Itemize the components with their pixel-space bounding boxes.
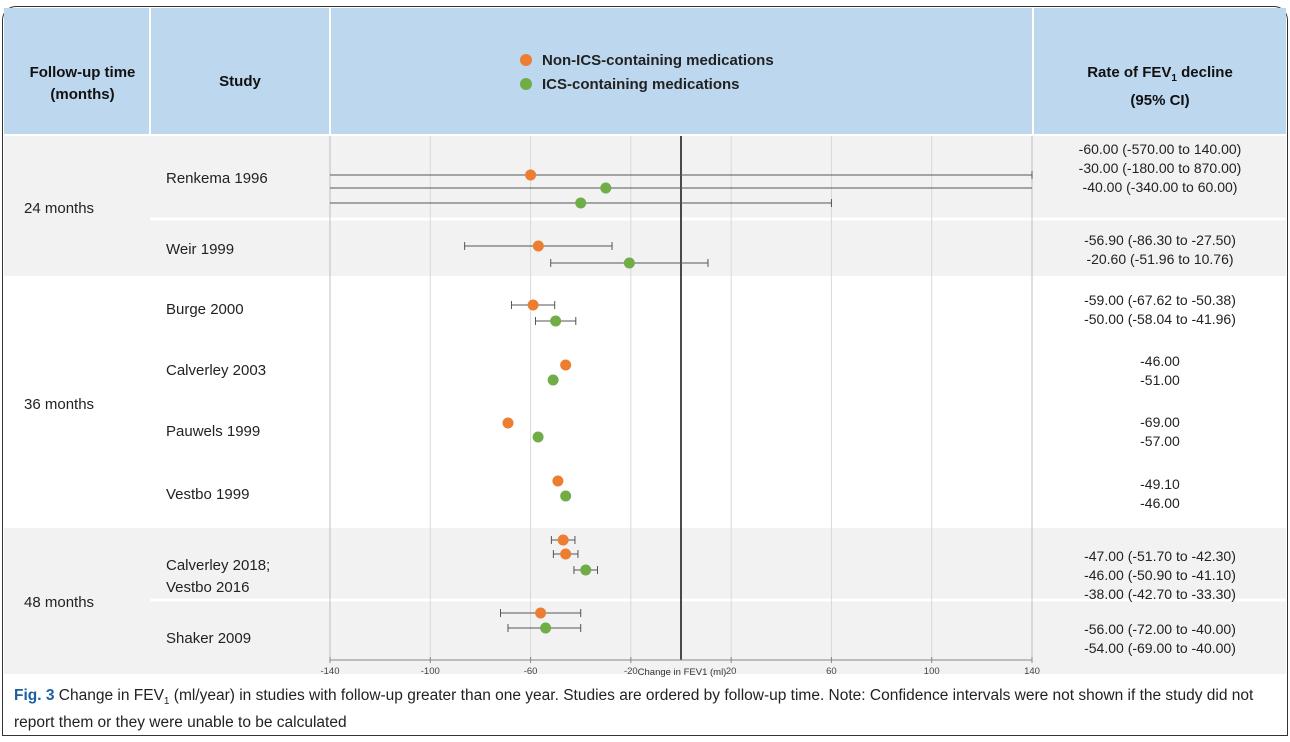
legend-ics-marker xyxy=(520,78,532,90)
x-axis-label: Change in FEV1 (ml) xyxy=(638,667,727,678)
rate-value: -47.00 (-51.70 to -42.30) xyxy=(1084,548,1236,564)
data-point xyxy=(535,607,547,619)
rate-value: -59.00 (-67.62 to -50.38) xyxy=(1084,292,1236,308)
study-name: Calverley 2003 xyxy=(166,362,267,379)
data-point xyxy=(532,431,544,443)
legend-ics: ICS-containing medications xyxy=(520,76,740,93)
data-point xyxy=(527,299,539,311)
rate-cell: -46.00 -51.00 xyxy=(1034,352,1286,390)
rate-value: -54.00 (-69.00 to -40.00) xyxy=(1084,640,1236,656)
rate-value: -57.00 xyxy=(1140,433,1180,449)
data-point xyxy=(552,475,564,487)
rate-value: -40.00 (-340.00 to 60.00) xyxy=(1082,179,1238,195)
rate-cell: -69.00 -57.00 xyxy=(1034,413,1286,451)
x-tick-label: 60 xyxy=(826,666,837,677)
rate-value: -30.00 (-180.00 to 870.00) xyxy=(1078,160,1242,176)
data-point xyxy=(532,240,544,252)
rate-value: -56.00 (-72.00 to -40.00) xyxy=(1084,621,1236,637)
data-point xyxy=(580,564,592,576)
legend-ics-label: ICS-containing medications xyxy=(542,76,740,93)
header-band xyxy=(4,8,1286,134)
study-name: Vestbo 1999 xyxy=(166,486,250,503)
data-point xyxy=(502,417,514,429)
rate-value: -56.90 (-86.30 to -27.50) xyxy=(1084,232,1236,248)
study-name-line1: Calverley 2018; xyxy=(166,557,271,574)
rate-cell: -60.00 (-570.00 to 140.00) -30.00 (-180.… xyxy=(1034,140,1286,197)
rate-value: -20.60 (-51.96 to 10.76) xyxy=(1086,251,1234,267)
caption-text-b: (ml/year) in studies with follow-up grea… xyxy=(14,687,1254,732)
rate-value: -69.00 xyxy=(1140,414,1180,430)
rate-value: -50.00 (-58.04 to -41.96) xyxy=(1084,311,1236,327)
x-tick-label: -140 xyxy=(320,666,339,677)
rate-value: -38.00 (-42.70 to -33.30) xyxy=(1084,586,1236,602)
figure-caption: Fig. 3 Change in FEV1 (ml/year) in studi… xyxy=(14,685,1276,733)
figure-label: Fig. 3 xyxy=(14,687,55,704)
data-point xyxy=(560,359,572,371)
caption-text-a: Change in FEV xyxy=(54,687,164,704)
rate-cell: -56.90 (-86.30 to -27.50) -20.60 (-51.96… xyxy=(1034,231,1286,269)
followup-header-line1: Follow-up time xyxy=(29,64,136,81)
caption-sub: 1 xyxy=(163,696,170,708)
data-point xyxy=(575,197,587,209)
rate-value: -46.00 xyxy=(1140,495,1180,511)
rate-value: -60.00 (-570.00 to 140.00) xyxy=(1078,141,1242,157)
x-tick-label: 140 xyxy=(1024,666,1040,677)
study-name: Pauwels 1999 xyxy=(166,423,261,440)
rate-header: Rate of FEV1 decline (95% CI) xyxy=(1034,62,1286,112)
rate-header-line2: (95% CI) xyxy=(1130,92,1190,109)
rate-value: -51.00 xyxy=(1140,372,1180,388)
study-name: Calverley 2018; Vestbo 2016 xyxy=(166,555,270,599)
study-name: Burge 2000 xyxy=(166,301,244,318)
x-tick-label: -100 xyxy=(421,666,440,677)
rate-value: -46.00 (-50.90 to -41.10) xyxy=(1084,567,1236,583)
legend-non-ics-marker xyxy=(520,54,532,66)
x-tick-label: -60 xyxy=(524,666,538,677)
group-label-24: 24 months xyxy=(24,200,95,217)
rate-cell: -59.00 (-67.62 to -50.38) -50.00 (-58.04… xyxy=(1034,291,1286,329)
rate-header-line1: Rate of FEV1 decline xyxy=(1087,64,1233,84)
data-point xyxy=(557,534,569,546)
study-name: Weir 1999 xyxy=(166,241,235,258)
study-header: Study xyxy=(219,73,261,90)
x-tick-label: 20 xyxy=(726,666,737,677)
group-label-48: 48 months xyxy=(24,594,95,611)
followup-header-line2: (months) xyxy=(50,86,115,103)
study-name: Renkema 1996 xyxy=(166,170,268,187)
data-point xyxy=(525,169,537,181)
rate-cell: -56.00 (-72.00 to -40.00) -54.00 (-69.00… xyxy=(1034,620,1286,658)
data-point xyxy=(560,490,572,502)
data-point xyxy=(560,548,572,560)
study-name: Shaker 2009 xyxy=(166,630,252,647)
data-point xyxy=(623,257,635,269)
group-label-36: 36 months xyxy=(24,396,95,413)
row-band-24-months xyxy=(4,136,1286,276)
rate-value: -46.00 xyxy=(1140,353,1180,369)
followup-header: Follow-up time (months) xyxy=(20,62,145,106)
x-tick-label: 100 xyxy=(924,666,940,677)
rate-cell: -47.00 (-51.70 to -42.30) -46.00 (-50.90… xyxy=(1034,547,1286,604)
data-point xyxy=(600,182,612,194)
x-tick-label: -20 xyxy=(624,666,638,677)
rate-value: -49.10 xyxy=(1140,476,1180,492)
legend-non-ics-label: Non-ICS-containing medications xyxy=(542,52,774,69)
legend-non-ics: Non-ICS-containing medications xyxy=(520,52,774,69)
data-point xyxy=(550,315,562,327)
data-point xyxy=(547,374,559,386)
study-name-line2: Vestbo 2016 xyxy=(166,579,250,596)
data-point xyxy=(540,622,552,634)
rate-cell: -49.10 -46.00 xyxy=(1034,475,1286,513)
